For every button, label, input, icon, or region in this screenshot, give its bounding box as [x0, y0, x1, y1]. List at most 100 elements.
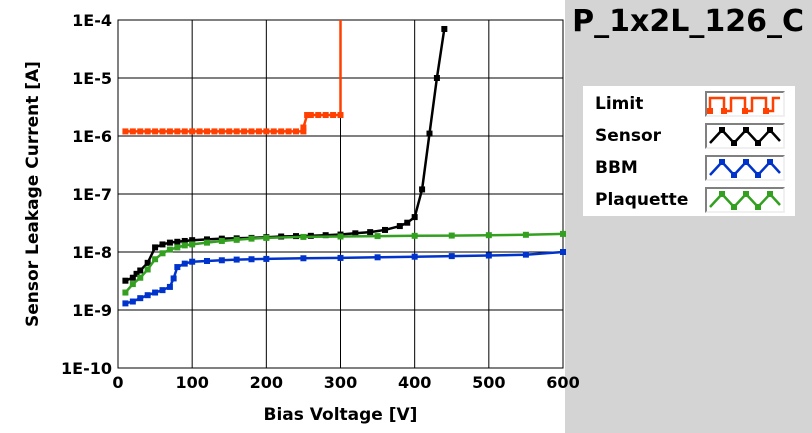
- tick-labels: 0 100 200 300 400 500 600 1E-10 1E-9 1E-8 1E-7 1E-6…: [61, 11, 580, 392]
- legend-marker: [721, 108, 727, 114]
- data-point: [322, 112, 329, 119]
- data-point: [133, 270, 140, 277]
- data-point: [174, 244, 181, 251]
- data-point: [396, 223, 403, 230]
- legend-item-plaquette[interactable]: Plaquette: [583, 185, 793, 215]
- legend-swatch: [705, 123, 785, 149]
- y-tick-label: 1E-6: [72, 127, 112, 146]
- data-point: [522, 251, 529, 258]
- data-point: [181, 242, 188, 249]
- legend-marker: [731, 172, 737, 178]
- data-point: [293, 128, 299, 135]
- data-point: [166, 283, 173, 290]
- x-tick-label: 500: [472, 373, 505, 392]
- data-point: [189, 237, 196, 244]
- data-point: [137, 295, 144, 302]
- data-point: [522, 231, 529, 238]
- data-point: [204, 257, 210, 264]
- legend-marker: [755, 140, 761, 146]
- legend: Limit Sensor BBM Plaquette: [583, 86, 795, 216]
- data-point: [263, 255, 270, 262]
- data-point: [196, 128, 203, 135]
- data-point: [144, 259, 151, 266]
- data-point: [433, 75, 440, 81]
- data-point: [270, 128, 277, 135]
- legend-item-bbm[interactable]: BBM: [583, 153, 793, 183]
- x-tick-label: 100: [175, 373, 208, 392]
- legend-marker: [742, 108, 748, 114]
- legend-label: BBM: [595, 158, 638, 178]
- legend-marker: [767, 159, 773, 165]
- data-point: [233, 256, 240, 263]
- data-point: [129, 298, 136, 305]
- data-point: [144, 128, 151, 135]
- data-point: [300, 255, 307, 262]
- data-point: [337, 254, 344, 261]
- legend-marker: [743, 127, 749, 133]
- data-point: [307, 112, 314, 119]
- data-point: [233, 236, 240, 243]
- data-point: [248, 128, 255, 135]
- legend-marker: [719, 191, 725, 197]
- data-point: [159, 128, 166, 135]
- data-point: [426, 130, 433, 137]
- data-point: [322, 232, 329, 239]
- series-sensor: [122, 25, 448, 284]
- data-point: [248, 235, 255, 242]
- data-point: [560, 249, 566, 255]
- data-point: [367, 229, 374, 236]
- data-point: [174, 238, 181, 245]
- data-point: [330, 112, 337, 119]
- legend-marker: [707, 108, 713, 114]
- data-point: [152, 244, 159, 251]
- y-tick-label: 1E-10: [61, 359, 112, 378]
- data-point: [448, 253, 455, 260]
- data-point: [204, 128, 210, 135]
- chart-title: P_1x2L_126_C: [572, 4, 804, 39]
- data-point: [263, 234, 270, 241]
- data-point: [411, 232, 418, 239]
- data-point: [181, 128, 188, 135]
- legend-label: Sensor: [595, 126, 662, 146]
- data-point: [374, 233, 381, 240]
- data-point: [166, 246, 173, 253]
- x-tick-label: 600: [546, 373, 579, 392]
- legend-marker: [767, 191, 773, 197]
- legend-marker: [719, 127, 725, 133]
- legend-swatch: [705, 187, 785, 213]
- data-point: [122, 128, 129, 135]
- data-point: [485, 232, 492, 239]
- data-point: [233, 128, 240, 135]
- y-tick-label: 1E-4: [72, 11, 112, 30]
- legend-marker: [763, 108, 769, 114]
- x-axis-label: Bias Voltage [V]: [264, 405, 418, 425]
- data-point: [300, 233, 307, 240]
- data-point: [218, 128, 225, 135]
- x-tick-label: 0: [112, 373, 123, 392]
- legend-item-limit[interactable]: Limit: [583, 89, 793, 119]
- data-point: [248, 256, 255, 263]
- data-point: [166, 239, 173, 246]
- legend-marker: [719, 159, 725, 165]
- data-point: [189, 128, 196, 135]
- legend-marker: [731, 140, 737, 146]
- legend-label: Limit: [595, 94, 644, 114]
- legend-marker: [767, 127, 773, 133]
- legend-marker: [743, 191, 749, 197]
- data-point: [122, 289, 129, 296]
- series-line: [124, 28, 446, 282]
- data-point: [204, 236, 210, 243]
- data-point: [174, 264, 181, 271]
- data-point: [204, 239, 210, 246]
- legend-item-sensor[interactable]: Sensor: [583, 121, 793, 151]
- data-point: [218, 257, 225, 264]
- x-tick-label: 200: [250, 373, 283, 392]
- data-point: [441, 25, 448, 32]
- data-point: [304, 112, 311, 119]
- data-point: [144, 292, 151, 299]
- data-point: [129, 281, 136, 288]
- data-point: [166, 128, 173, 135]
- data-point: [226, 128, 233, 135]
- data-point: [159, 241, 166, 248]
- data-point: [337, 112, 344, 119]
